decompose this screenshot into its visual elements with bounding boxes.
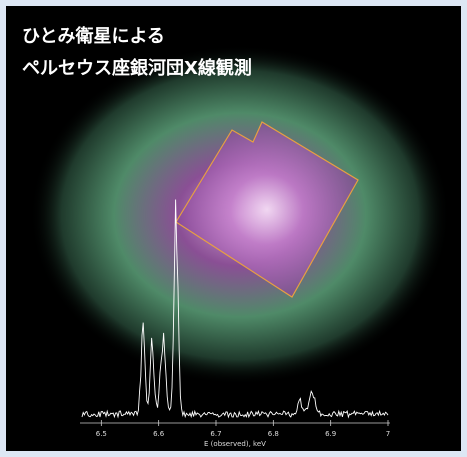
title-line: ひとみ衛星による	[22, 25, 165, 47]
x-axis-label: E (observed), keV	[204, 440, 266, 448]
x-tick-label: 6.9	[325, 430, 336, 438]
title-line: ペルセウス座銀河団X線観測	[22, 57, 252, 79]
x-tick-label: 6.6	[153, 430, 165, 438]
observation-field	[175, 121, 359, 298]
x-tick-label: 6.5	[96, 430, 107, 438]
x-tick-label: 7	[386, 430, 390, 438]
x-tick-label: 6.7	[210, 430, 221, 438]
x-tick-label: 6.8	[268, 430, 279, 438]
spectrum-line	[81, 199, 389, 419]
